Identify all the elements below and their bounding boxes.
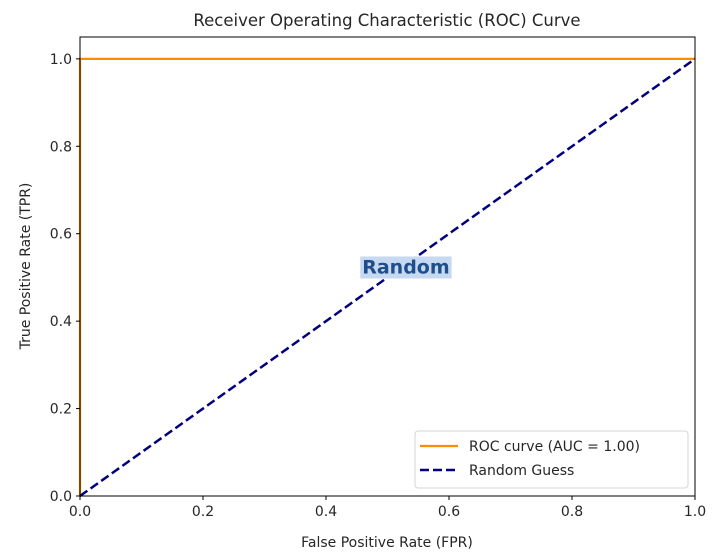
plot-frame [79,36,696,497]
chart-title: Receiver Operating Characteristic (ROC) … [193,11,580,30]
annotation-background [360,256,452,279]
y-tick-label: 0.4 [50,314,72,330]
y-tick-label: 0.0 [50,489,72,505]
y-tick-label: 0.8 [50,139,72,155]
legend: ROC curve (AUC = 1.00) Random Guess [414,430,689,489]
y-axis-label: True Positive Rate (TPR) [18,183,34,351]
legend-label-random: Random Guess [469,463,574,479]
x-tick-label: 0.4 [315,504,337,520]
y-tick-label: 1.0 [50,52,72,68]
x-tick-label: 0.8 [561,504,583,520]
x-tick-label: 0.6 [438,504,460,520]
x-tick-label: 0.2 [192,504,214,520]
x-tick-label: 0.0 [69,504,91,520]
y-tick-label: 0.2 [50,402,72,418]
annotation-random: Random [362,257,449,279]
annotation-layer: Random [360,256,452,279]
legend-box [414,430,689,489]
legend-label-roc: ROC curve (AUC = 1.00) [469,439,640,455]
x-tick-label: 1.0 [684,504,706,520]
x-axis-label: False Positive Rate (FPR) [301,535,473,551]
ticks-layer: 0.0 0.2 0.4 0.6 0.8 1.0 0.0 0.2 0.4 0.6 0.8 1.0 [50,52,706,520]
y-tick-label: 0.6 [50,227,72,243]
